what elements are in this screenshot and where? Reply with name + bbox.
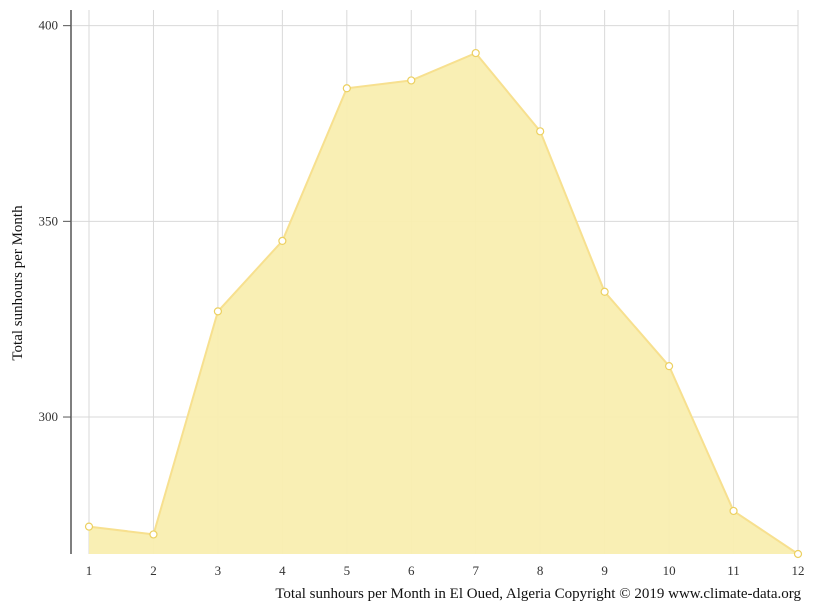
x-tick-label: 2 bbox=[150, 563, 157, 578]
data-point bbox=[600, 287, 609, 296]
sunhours-area bbox=[89, 53, 798, 554]
chart-caption: Total sunhours per Month in El Oued, Alg… bbox=[275, 586, 801, 602]
x-tick-label: 9 bbox=[601, 563, 608, 578]
data-point bbox=[149, 530, 158, 539]
x-tick-label: 1 bbox=[86, 563, 93, 578]
x-tick-label: 6 bbox=[408, 563, 415, 578]
y-tick-label: 400 bbox=[39, 18, 59, 33]
y-axis-ticks: 300 350 400 bbox=[39, 18, 71, 424]
y-tick-label: 300 bbox=[39, 409, 59, 424]
x-tick-label: 8 bbox=[537, 563, 544, 578]
data-point bbox=[471, 48, 480, 58]
x-tick-label: 10 bbox=[663, 563, 676, 578]
data-point bbox=[664, 362, 674, 371]
x-tick-label: 12 bbox=[792, 563, 805, 578]
data-point bbox=[729, 506, 738, 516]
x-tick-label: 7 bbox=[472, 563, 479, 578]
data-point bbox=[278, 236, 287, 246]
data-point bbox=[84, 522, 94, 531]
sunhours-line bbox=[88, 51, 799, 555]
y-tick-label: 350 bbox=[39, 213, 59, 228]
data-point bbox=[536, 127, 545, 136]
data-point bbox=[793, 549, 803, 559]
y-axis-title: Total sunhours per Month bbox=[10, 205, 26, 361]
x-tick-label: 4 bbox=[279, 563, 286, 578]
x-tick-label: 3 bbox=[215, 563, 222, 578]
data-point bbox=[407, 76, 416, 85]
data-point bbox=[342, 84, 351, 93]
data-point bbox=[213, 307, 223, 316]
x-axis-ticks: 1 2 3 4 5 6 7 8 9 10 11 12 bbox=[86, 563, 805, 578]
x-tick-label: 5 bbox=[344, 563, 351, 578]
data-points bbox=[84, 48, 803, 559]
x-tick-label: 11 bbox=[727, 563, 740, 578]
